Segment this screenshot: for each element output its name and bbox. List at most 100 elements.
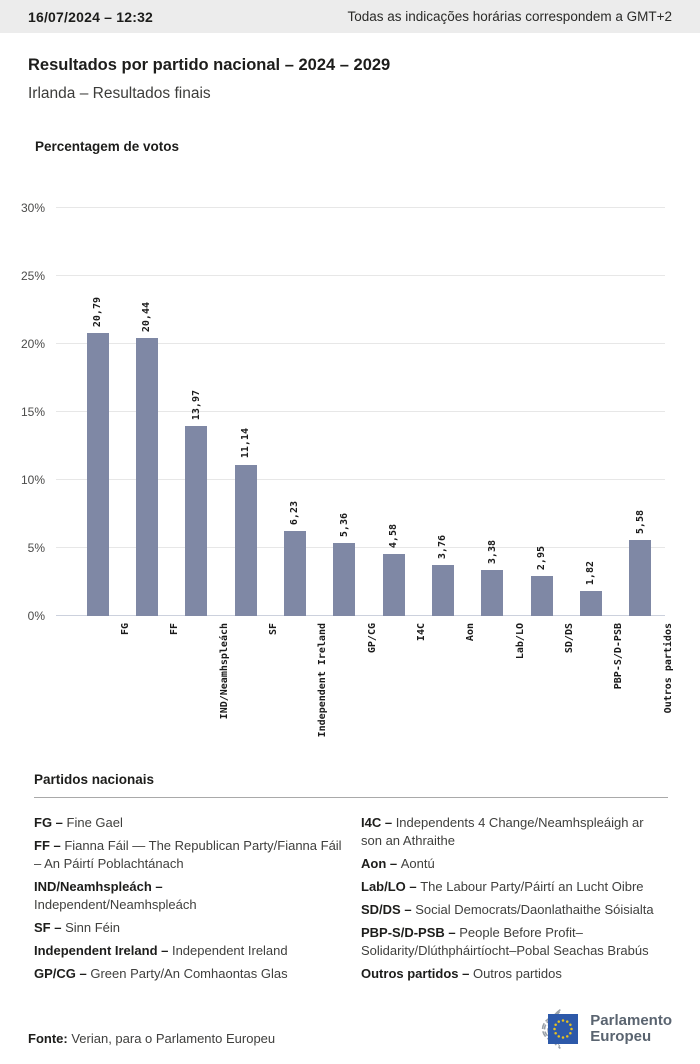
- bar-column: 1,82: [566, 187, 615, 616]
- bar-value-label: 11,14: [240, 428, 252, 459]
- page-content: Resultados por partido nacional – 2024 –…: [0, 56, 700, 1056]
- bar-column: 3,76: [418, 187, 467, 616]
- y-tick-label: 15%: [20, 405, 45, 419]
- party-abbr: GP/CG –: [34, 966, 91, 981]
- bar: [234, 464, 257, 616]
- x-axis-label: Lab/LO: [514, 623, 526, 660]
- bar-column: 5,36: [320, 187, 369, 616]
- bar: [530, 575, 553, 616]
- party-abbr: I4C –: [361, 815, 396, 830]
- x-labels-row: FG FF IND/Neamhspleách SF Independent Irelan…: [101, 616, 693, 752]
- legend-item: IND/Neamhspleách – Independent/Neamhsple…: [34, 878, 345, 914]
- party-abbr: FF –: [34, 838, 65, 853]
- legend-item: Aon – Aontú: [361, 855, 672, 873]
- x-label-column: Independent Ireland: [298, 616, 347, 752]
- x-axis-label: I4C: [416, 623, 428, 642]
- gridline: [56, 411, 665, 412]
- party-name: Fianna Fáil — The Republican Party/Fiann…: [34, 838, 342, 871]
- legend-item: SD/DS – Social Democrats/Daonlathaithe S…: [361, 901, 672, 919]
- bar-value-label: 20,44: [141, 301, 153, 333]
- hemicycle-eu-flag-icon: [542, 1008, 579, 1050]
- x-axis-label: GP/CG: [366, 623, 378, 654]
- source-label: Fonte:: [28, 1031, 68, 1046]
- x-label-column: Aon: [446, 616, 495, 752]
- legend-heading: Partidos nacionais: [34, 772, 155, 787]
- legend-divider: [34, 797, 668, 798]
- legend-item: Lab/LO – The Labour Party/Páirtí an Luch…: [361, 878, 672, 896]
- party-name: Aontú: [400, 856, 435, 871]
- footer: Fonte: Verian, para o Parlamento Europeu: [28, 1002, 672, 1056]
- x-axis-baseline: [56, 615, 665, 616]
- y-tick-label: 10%: [20, 473, 45, 487]
- x-label-column: SF: [249, 616, 298, 752]
- legend-item: PBP-S/D-PSB – People Before Profit– Soli…: [361, 924, 672, 960]
- bar-value-label: 2,95: [536, 545, 548, 570]
- bar-column: 13,97: [172, 187, 221, 616]
- bar-column: 3,38: [468, 187, 517, 616]
- x-axis-label: FF: [169, 623, 181, 636]
- legend-item: Outros partidos – Outros partidos: [361, 965, 672, 983]
- bar: [629, 540, 652, 616]
- party-name: Outros partidos: [472, 966, 562, 981]
- y-tick-label: 30%: [20, 201, 45, 215]
- bar-value-label: 4,58: [388, 523, 400, 548]
- party-name: Independent/Neamhspleách: [34, 897, 197, 912]
- gridline: [56, 547, 665, 548]
- x-label-column: FG: [101, 616, 150, 752]
- party-abbr: IND/Neamhspleách –: [34, 879, 163, 894]
- logo-text-line2: Europeu: [590, 1028, 652, 1045]
- bar-value-label: 1,82: [585, 561, 597, 586]
- x-label-column: IND/Neamhspleách: [200, 616, 249, 752]
- x-axis-label: Aon: [465, 623, 477, 642]
- x-axis-label: FG: [120, 623, 132, 636]
- party-name: Independent Ireland: [171, 943, 288, 958]
- y-tick-label: 0%: [27, 609, 45, 623]
- party-abbr: Outros partidos –: [361, 966, 473, 981]
- party-abbr: PBP-S/D-PSB –: [361, 925, 460, 940]
- y-tick-label: 5%: [27, 541, 45, 555]
- bar-value-label: 3,76: [437, 534, 449, 559]
- header-bar: 16/07/2024 – 12:32 Todas as indicações h…: [0, 0, 700, 33]
- legend-item: Independent Ireland – Independent Irelan…: [34, 942, 345, 960]
- bar-value-label: 5,58: [634, 510, 646, 535]
- gridline: [56, 207, 665, 208]
- gridline: [56, 343, 665, 344]
- plot-area: 20,79 20,44 13,97 11,14 6,23 5,36 4,58 3,76 3,38…: [21, 187, 665, 623]
- bar-column: 20,44: [122, 187, 171, 616]
- bar: [579, 591, 602, 616]
- legend-column-left: FG – Fine Gael FF – Fianna Fáil — The Rep…: [34, 814, 345, 988]
- x-label-column: SD/DS: [545, 616, 594, 752]
- party-abbr: FG –: [34, 815, 67, 830]
- bar: [431, 564, 454, 616]
- x-label-column: Outros partidos: [644, 616, 693, 752]
- bar-value-label: 20,79: [92, 297, 104, 328]
- party-name: Social Democrats/Daonlathaithe Sóisialta: [415, 902, 654, 917]
- x-axis-label: SD/DS: [564, 623, 576, 654]
- legend-item: I4C – Independents 4 Change/Neamhspleáig…: [361, 814, 672, 850]
- party-name: Sinn Féin: [65, 920, 120, 935]
- logo-text: Parlamento Europeu: [590, 1013, 672, 1045]
- bar: [481, 570, 504, 616]
- bars-row: 20,79 20,44 13,97 11,14 6,23 5,36 4,58 3,76 3,38…: [73, 187, 665, 616]
- legend-grid: FG – Fine Gael FF – Fianna Fáil — The Rep…: [34, 814, 672, 988]
- gridline: [56, 275, 665, 276]
- page-title: Resultados por partido nacional – 2024 –…: [28, 56, 391, 74]
- chart-title: Percentagem de votos: [35, 139, 180, 154]
- x-label-column: I4C: [397, 616, 446, 752]
- bar: [382, 553, 405, 616]
- legend-item: FF – Fianna Fáil — The Republican Party/…: [34, 837, 345, 873]
- party-abbr: Independent Ireland –: [34, 943, 172, 958]
- party-abbr: SD/DS –: [361, 902, 416, 917]
- bar-value-label: 6,23: [289, 501, 301, 526]
- bar-chart: 20,79 20,44 13,97 11,14 6,23 5,36 4,58 3,76 3,38…: [21, 187, 674, 752]
- gridline: [56, 479, 665, 480]
- x-axis-label: Independent Ireland: [317, 623, 329, 738]
- bar-value-label: 13,97: [190, 389, 202, 421]
- bar-value-label: 3,38: [486, 539, 498, 565]
- timezone-note: Todas as indicações horárias corresponde…: [347, 9, 672, 24]
- bar-column: 20,79: [73, 187, 122, 616]
- datetime-label: 16/07/2024 – 12:32: [28, 8, 154, 25]
- legend-item: GP/CG – Green Party/An Comhaontas Glas: [34, 965, 345, 983]
- bar: [86, 333, 109, 616]
- bar-column: 5,58: [616, 187, 665, 616]
